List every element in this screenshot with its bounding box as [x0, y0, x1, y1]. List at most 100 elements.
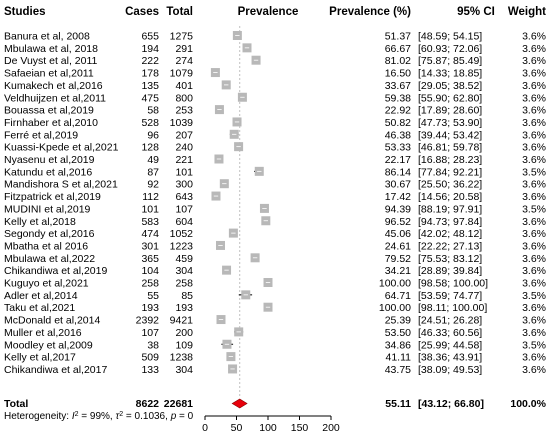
- study-name: Kuassi-Kpede et al,2021: [4, 142, 119, 154]
- study-total: 800: [175, 92, 193, 104]
- study-cases: 49: [147, 154, 159, 166]
- study-prevalence: 86.14: [385, 166, 411, 178]
- x-tick-label: 50: [231, 422, 243, 434]
- study-total: 258: [175, 278, 193, 290]
- study-cases: 178: [141, 68, 159, 80]
- study-ci: [98.58; 100.00]: [418, 278, 488, 290]
- study-name: Kuguyo et al,2021: [4, 278, 89, 290]
- study-rows: Banura et al, 2008 655 1275 51.37 [48.59; 54…: [4, 31, 546, 376]
- study-weight: 3.6%: [522, 315, 546, 327]
- study-prevalence: 81.02: [385, 55, 411, 67]
- study-cases: 133: [141, 364, 159, 376]
- study-cases: 655: [141, 31, 159, 43]
- p-symbol: p: [170, 411, 177, 422]
- study-name: Kelly et al,2017: [4, 352, 76, 364]
- study-ci: [60.93; 72.06]: [418, 43, 482, 55]
- study-row: Mbulawa et al, 2018 194 291 66.67 [60.93; 72…: [4, 43, 546, 55]
- study-weight: 3.6%: [522, 228, 546, 240]
- study-row: Mandishora S et al,2021 92 300 30.67 [25.50;…: [4, 179, 546, 191]
- study-weight: 3.6%: [522, 265, 546, 277]
- study-ci: [46.81; 59.78]: [418, 142, 482, 154]
- study-weight: 3.5%: [522, 166, 546, 178]
- study-prevalence: 59.38: [385, 92, 411, 104]
- pooled-estimate-diamond: [231, 398, 248, 409]
- study-cases: 528: [141, 117, 159, 129]
- study-cases: 194: [141, 43, 159, 55]
- study-prevalence: 30.67: [385, 179, 411, 191]
- study-prevalence: 53.50: [385, 327, 411, 339]
- study-row: McDonald et al,2014 2392 9421 25.39 [24.51; …: [4, 315, 546, 327]
- study-ci: [25.99; 44.58]: [418, 339, 482, 351]
- study-ci: [88.19; 97.91]: [418, 203, 482, 215]
- study-cases: 58: [147, 105, 159, 117]
- tau-value: = 0.1036,: [123, 411, 171, 422]
- study-ci: [48.59; 54.15]: [418, 31, 482, 43]
- study-ci: [25.50; 36.22]: [418, 179, 482, 191]
- study-total: 109: [175, 339, 193, 351]
- study-total: 1223: [170, 240, 194, 252]
- study-total: 1238: [170, 352, 194, 364]
- study-prevalence: 22.17: [385, 154, 411, 166]
- study-name: Muller et al,2016: [4, 327, 82, 339]
- study-row: Kuassi-Kpede et al,2021 128 240 53.33 [46.81…: [4, 142, 546, 154]
- study-total: 401: [175, 80, 193, 92]
- study-total: 604: [175, 216, 193, 228]
- study-cases: 101: [141, 203, 159, 215]
- study-name: Safaeian et al,2011: [4, 68, 94, 80]
- x-tick-label: 100: [259, 422, 277, 434]
- study-ci: [75.53; 83.12]: [418, 253, 482, 265]
- study-total: 300: [175, 179, 193, 191]
- study-prevalence: 94.39: [385, 203, 411, 215]
- study-row: Nyasenu et al,2019 49 221 22.17 [16.88; 28.2…: [4, 154, 546, 166]
- study-cases: 55: [147, 290, 159, 302]
- header-cases: Cases: [125, 6, 159, 18]
- study-total: 101: [175, 166, 193, 178]
- study-ci: [42.02; 48.12]: [418, 228, 482, 240]
- study-cases: 509: [141, 352, 159, 364]
- study-cases: 583: [141, 216, 159, 228]
- study-total: 107: [175, 203, 193, 215]
- study-ci: [94.73; 97.84]: [418, 216, 482, 228]
- study-ci: [38.09; 49.53]: [418, 364, 482, 376]
- study-prevalence: 33.67: [385, 80, 411, 92]
- study-weight: 3.6%: [522, 240, 546, 252]
- study-name: Mbulawa et al,2022: [4, 253, 95, 265]
- study-total: 459: [175, 253, 193, 265]
- study-name: Mbulawa et al, 2018: [4, 43, 98, 55]
- study-prevalence: 34.86: [385, 339, 411, 351]
- study-cases: 2392: [136, 315, 160, 327]
- study-prevalence: 34.21: [385, 265, 411, 277]
- study-total: 240: [175, 142, 193, 154]
- study-row: Muller et al,2016 107 200 53.50 [46.33; 60.5…: [4, 327, 546, 339]
- study-prevalence: 45.06: [385, 228, 411, 240]
- study-weight: 3.6%: [522, 154, 546, 166]
- study-name: Taku et al,2021: [4, 302, 75, 314]
- study-weight: 3.6%: [522, 253, 546, 265]
- header-row: Studies Cases Total Prevalence Prevalenc…: [4, 6, 546, 18]
- study-cases: 104: [141, 265, 159, 277]
- i2-value: = 99%,: [79, 411, 116, 422]
- study-weight: 3.5%: [522, 339, 546, 351]
- study-prevalence: 100.00: [379, 278, 411, 290]
- header-weight: Weight: [508, 6, 546, 18]
- x-tick-label: 150: [291, 422, 309, 434]
- study-ci: [75.87; 85.49]: [418, 55, 482, 67]
- study-name: Segondy et al,2016: [4, 228, 95, 240]
- header-studies: Studies: [4, 6, 46, 18]
- study-name: Firnhaber et al,2010: [4, 117, 98, 129]
- study-weight: 3.6%: [522, 129, 546, 141]
- total-prevalence: 55.11: [385, 398, 411, 410]
- study-total: 304: [175, 265, 193, 277]
- study-ci: [39.44; 53.42]: [418, 129, 482, 141]
- study-name: Nyasenu et al,2019: [4, 154, 95, 166]
- study-total: 193: [175, 302, 193, 314]
- study-ci: [24.51; 26.28]: [418, 315, 482, 327]
- study-total: 274: [175, 55, 193, 67]
- study-prevalence: 50.82: [385, 117, 411, 129]
- study-row: Chikandiwa et al,2019 104 304 34.21 [28.89; …: [4, 265, 546, 277]
- study-name: Ferré et al,2019: [4, 129, 78, 141]
- study-ci: [22.22; 27.13]: [418, 240, 482, 252]
- study-ci: [28.89; 39.84]: [418, 265, 482, 277]
- study-row: Katundu et al,2016 87 101 86.14 [77.84; 92.2…: [4, 166, 546, 178]
